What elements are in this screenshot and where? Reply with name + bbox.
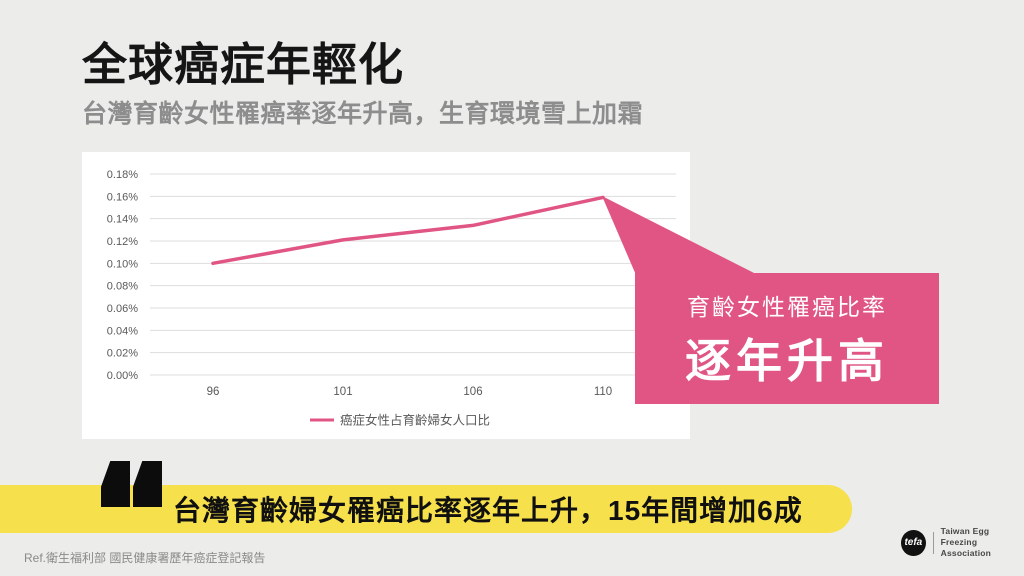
quotation-mark-right (133, 461, 162, 507)
slide-title: 全球癌症年輕化 (82, 39, 405, 90)
line-chart: 0.18% 0.16% 0.14% 0.12% 0.10% 0.08% 0.06% 0.04%… (107, 169, 676, 428)
svg-text:110: 110 (594, 386, 612, 398)
callout-pointer-shape (602, 196, 758, 275)
logo-org-line1: Taiwan Egg Freezing (940, 526, 990, 548)
svg-text:0.04%: 0.04% (107, 325, 138, 337)
svg-text:0.12%: 0.12% (107, 236, 138, 248)
svg-text:0.08%: 0.08% (107, 281, 138, 293)
logo-org-line2: Association (940, 548, 992, 559)
reference-text: Ref.衛生福利部 國民健康署歷年癌症登記報告 (24, 551, 266, 565)
svg-text:0.00%: 0.00% (107, 370, 138, 382)
tefa-monogram: tefa (904, 537, 923, 549)
callout-box: 育齡女性罹癌比率 逐年升高 (635, 273, 939, 404)
svg-text:106: 106 (463, 386, 482, 398)
svg-text:0.02%: 0.02% (107, 348, 138, 360)
callout-caption: 育齡女性罹癌比率 (687, 294, 887, 320)
svg-text:0.10%: 0.10% (107, 258, 138, 270)
tefa-logo: tefa Taiwan Egg Freezing Association (901, 526, 1024, 559)
chart-panel: 0.18% 0.16% 0.14% 0.12% 0.10% 0.08% 0.06% 0.04%… (82, 152, 690, 439)
quote-text: 台灣育齡婦女罹癌比率逐年上升，15年間增加6成 (173, 495, 803, 526)
tefa-logo-icon: tefa (901, 529, 926, 556)
callout-pointer-icon (602, 196, 758, 275)
svg-text:0.06%: 0.06% (107, 303, 138, 315)
logo-divider (932, 531, 934, 554)
svg-text:0.14%: 0.14% (107, 214, 138, 226)
svg-text:癌症女性占育齡婦女人口比: 癌症女性占育齡婦女人口比 (340, 413, 490, 428)
svg-text:0.16%: 0.16% (107, 191, 138, 203)
svg-text:0.18%: 0.18% (107, 169, 138, 181)
logo-org-name: Taiwan Egg Freezing Association (941, 526, 1024, 559)
svg-text:96: 96 (207, 386, 220, 398)
callout-headline: 逐年升高 (685, 335, 889, 387)
slide-subtitle: 台灣育齡女性罹癌率逐年升高，生育環境雪上加霜 (82, 100, 644, 128)
svg-text:101: 101 (333, 386, 352, 398)
quotation-mark-icon (101, 461, 162, 507)
quotation-mark-left (101, 461, 130, 507)
